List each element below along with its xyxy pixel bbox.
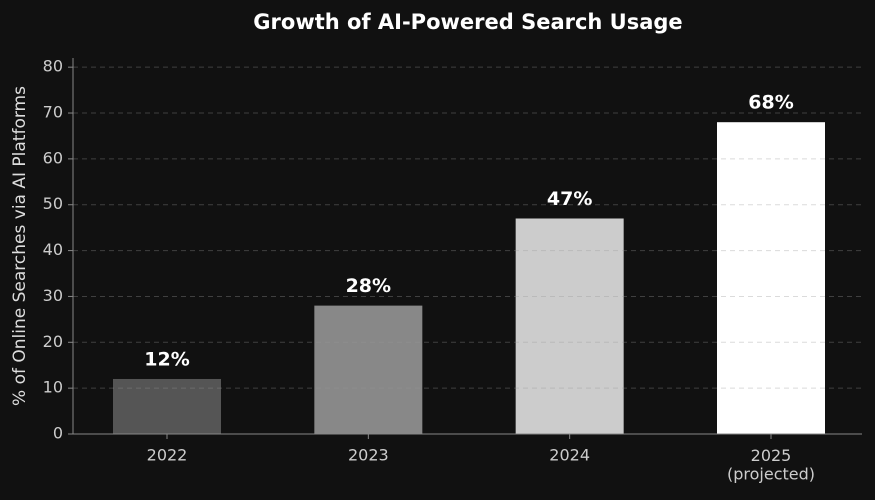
y-axis-label: % of Online Searches via AI Platforms xyxy=(10,86,30,406)
y-tick-label: 20 xyxy=(43,332,63,351)
y-tick-label: 60 xyxy=(43,148,63,167)
y-tick-label: 80 xyxy=(43,57,63,76)
bar xyxy=(113,378,221,434)
chart-title: Growth of AI-Powered Search Usage xyxy=(253,10,682,34)
bar xyxy=(515,218,624,434)
bar xyxy=(717,122,825,434)
bar xyxy=(314,305,423,434)
x-tick-label: 2024 xyxy=(549,446,590,465)
value-label: 12% xyxy=(144,348,189,370)
y-tick-label: 40 xyxy=(43,240,63,259)
y-tick-label: 30 xyxy=(43,286,63,305)
x-tick-label: 2023 xyxy=(348,446,389,465)
value-label: 68% xyxy=(748,92,793,114)
x-tick-label: 2022 xyxy=(147,446,188,465)
value-label: 47% xyxy=(547,188,592,210)
y-tick-label: 0 xyxy=(53,424,63,443)
x-tick-label: 2025 (projected) xyxy=(727,446,815,483)
y-tick-label: 50 xyxy=(43,194,63,213)
value-label: 28% xyxy=(346,275,391,297)
y-tick-label: 10 xyxy=(43,378,63,397)
y-tick-label: 70 xyxy=(43,103,63,122)
